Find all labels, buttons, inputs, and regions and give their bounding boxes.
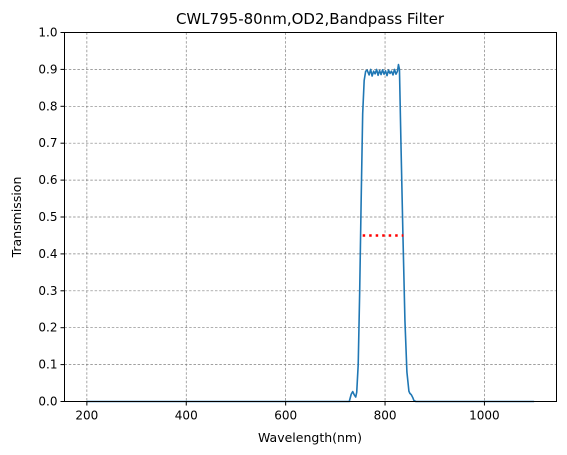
- series-layer: [86, 63, 535, 403]
- x-tick-label: 400: [175, 409, 198, 423]
- y-tick-label: 0.7: [38, 136, 57, 150]
- axis-ticks: 200 400 600 800 1000 0.0 0.1 0.2 0.3 0.4 0.5 0.6 0.7…: [38, 26, 499, 423]
- x-tick-label: 800: [374, 409, 397, 423]
- chart-title: CWL795-80nm,OD2,Bandpass Filter: [176, 10, 445, 28]
- x-tick-label: 200: [75, 409, 98, 423]
- grid: [64, 32, 557, 402]
- y-tick-label: 0.1: [38, 358, 57, 372]
- y-tick-label: 1.0: [38, 26, 57, 40]
- y-axis-label: Transmission: [9, 177, 24, 259]
- y-tick-label: 0.0: [38, 395, 57, 409]
- y-tick-label: 0.4: [38, 247, 57, 261]
- y-tick-label: 0.9: [38, 62, 57, 76]
- x-tick-label: 600: [274, 409, 297, 423]
- x-tick-label: 1000: [469, 409, 500, 423]
- transmission-curve: [86, 63, 535, 403]
- y-tick-label: 0.3: [38, 284, 57, 298]
- y-tick-label: 0.5: [38, 210, 57, 224]
- y-tick-label: 0.8: [38, 99, 57, 113]
- y-tick-label: 0.6: [38, 173, 57, 187]
- y-tick-label: 0.2: [38, 321, 57, 335]
- x-axis-label: Wavelength(nm): [258, 430, 362, 445]
